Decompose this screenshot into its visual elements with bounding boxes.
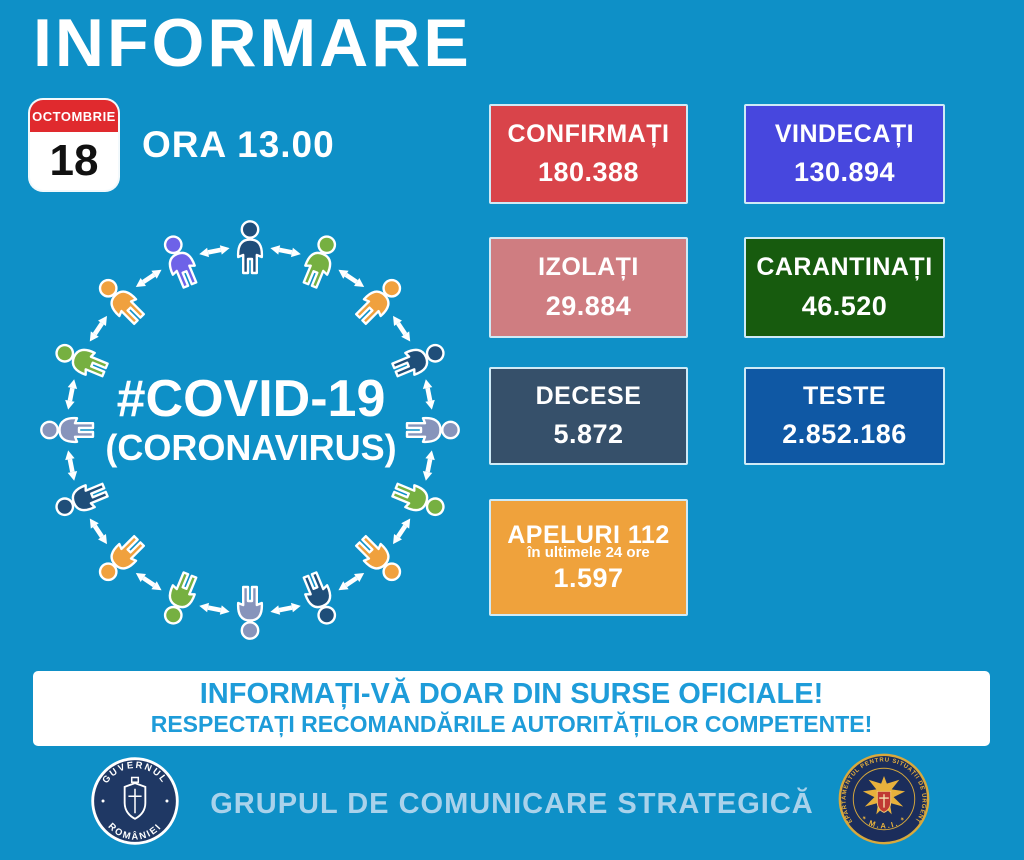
double-arrow-icon [142,576,156,588]
footer-strategic-group-label: GRUPUL DE COMUNICARE STRATEGICĂ [210,788,814,820]
arrowhead-icon [67,470,78,481]
arrowhead-icon [393,315,403,326]
stat-value: 5.872 [553,418,624,449]
calendar-day-label: 18 [49,136,99,185]
stat-box-teste: TESTE 2.852.186 [744,367,945,465]
double-arrow-icon [396,322,408,336]
covid-hashtag: #COVID-19 [116,370,386,428]
person-icon [236,585,264,640]
calendar-month-label: OCTOMBRIE [32,108,116,124]
stat-label: APELURI 112 [507,521,670,549]
banner-line-2: RESPECTAȚI RECOMANDĂRILE AUTORITĂȚILOR C… [150,710,873,737]
arrowhead-icon [290,247,301,258]
person-icon [297,231,343,291]
banner-line-1: INFORMAȚI-VĂ DOAR DIN SURSE OFICIALE! [199,677,824,710]
arrowhead-icon [135,573,146,583]
stat-box-confirmati: CONFIRMAȚI 180.388 [489,104,688,204]
time-label: ORA 13.00 [142,124,335,165]
arrowhead-icon [338,269,349,279]
person-icon [297,569,343,629]
stat-value: 2.852.186 [782,418,907,449]
arrowhead-icon [422,470,433,481]
person-icon [157,231,203,291]
stat-value: 46.520 [801,290,888,321]
stat-box-apeluri-112: APELURI 112 în ultimele 24 ore 1.597 [489,499,688,616]
stat-value: 29.884 [545,290,632,321]
arrowhead-icon [425,399,435,410]
guvernul-romaniei-seal-icon: GUVERNUL ROMÂNIEI [91,757,179,845]
arrowhead-icon [354,573,365,583]
coronavirus-label: (CORONAVIRUS) [105,426,397,468]
double-arrow-icon [344,576,358,588]
arrowhead-icon [97,534,107,545]
arrowhead-icon [422,379,433,390]
arrowhead-icon [401,518,411,529]
calendar-month-header: OCTOMBRIE [30,100,118,132]
double-arrow-icon [142,272,156,284]
stat-label: CARANTINAȚI [756,253,933,282]
arrowhead-icon [151,581,162,591]
stat-value: 1.597 [553,563,624,593]
people-circle-graphic [8,190,498,680]
double-arrow-icon [278,247,293,255]
double-arrow-icon [207,605,222,613]
person-icon [51,477,111,523]
arrowhead-icon [65,399,75,410]
dsu-mai-seal-icon: DEPARTAMENTUL PENTRU SITUAȚII DE URGENȚĂ… [836,747,930,845]
arrowhead-icon [219,245,230,255]
dsu-eagle-icon [862,775,906,815]
arrowhead-icon [401,331,411,342]
double-arrow-icon [67,387,75,402]
double-arrow-icon [344,272,358,284]
stat-label: VINDECAȚI [774,120,915,148]
calendar-date-icon: OCTOMBRIE 18 [30,100,118,190]
arrowhead-icon [151,269,162,279]
stat-sublabel: în ultimele 24 ore [527,544,650,561]
stat-value: 130.894 [793,157,896,187]
stat-box-vindecati: VINDECAȚI 130.894 [744,104,945,204]
arrowhead-icon [89,331,99,342]
double-arrow-icon [278,605,293,613]
double-arrow-icon [92,322,104,336]
arrowhead-icon [65,450,75,461]
arrowhead-icon [89,518,99,529]
person-icon [389,477,449,523]
covid-hashtag-block: #COVID-19 (CORONAVIRUS) [58,372,444,468]
arrowhead-icon [135,277,146,287]
people-ring-icon [40,220,460,640]
double-arrow-icon [92,524,104,538]
arrowhead-icon [338,581,349,591]
arrowhead-icon [67,379,78,390]
arrowhead-icon [354,277,365,287]
stat-label: TESTE [802,382,887,411]
person-icon [236,220,264,275]
double-arrow-icon [67,458,75,473]
arrowhead-icon [290,602,301,613]
arrowhead-icon [270,605,281,615]
stat-label: CONFIRMAȚI [507,120,670,148]
double-arrow-icon [207,247,222,255]
stat-label: DECESE [535,382,642,411]
stat-value: 180.388 [537,157,640,187]
person-icon [157,569,203,629]
arrowhead-icon [97,315,107,326]
stat-box-carantinati: CARANTINAȚI 46.520 [744,237,945,338]
double-arrow-icon [425,458,433,473]
page-title: INFORMARE [33,5,472,81]
arrowhead-icon [270,245,281,255]
arrowhead-icon [393,534,403,545]
arrowhead-icon [199,602,210,613]
arrowhead-icon [425,450,435,461]
official-sources-banner: INFORMAȚI-VĂ DOAR DIN SURSE OFICIALE! RE… [33,671,990,746]
gov-coat-of-arms-icon [123,776,147,820]
arrowhead-icon [199,247,210,258]
stat-box-izolati: IZOLAȚI 29.884 [489,237,688,338]
stat-label: IZOLAȚI [538,253,639,282]
arrowhead-icon [219,605,230,615]
stat-box-decese: DECESE 5.872 [489,367,688,465]
double-arrow-icon [425,387,433,402]
double-arrow-icon [396,524,408,538]
